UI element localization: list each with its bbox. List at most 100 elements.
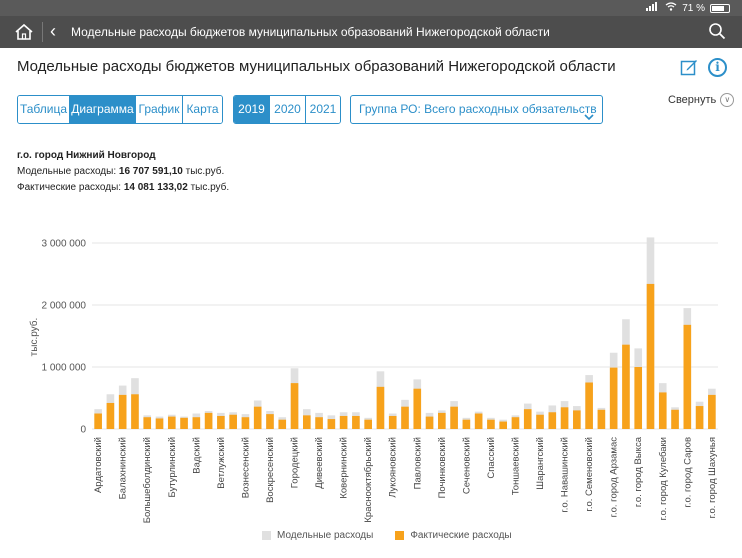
model-expenses-label: Модельные расходы: (17, 166, 117, 177)
x-tick-label: Ковернинский (339, 437, 350, 499)
y-tick-label: 3 000 000 (42, 239, 87, 250)
bar-actual (413, 388, 422, 429)
collapse-toggle[interactable]: Свернуть ∨ (668, 93, 735, 107)
bar-actual (192, 417, 201, 429)
selection-info: г.о. город Нижний Новгород Модельные рас… (17, 148, 229, 196)
model-expenses-value: 16 707 591,10 (118, 166, 183, 177)
x-tick-label: Починковский (437, 437, 448, 498)
bar-actual (695, 406, 704, 429)
tab-diagram[interactable]: Диаграмма (70, 96, 136, 123)
expenses-bar-chart: 0 1 000 000 2 000 000 3 000 000 тыс.руб. Арда… (28, 237, 718, 523)
bar-actual (352, 415, 360, 429)
status-bar: 71 % (0, 0, 742, 16)
year-2020-button[interactable]: 2020 (270, 96, 306, 123)
x-tick-label: г.о. Навашинский (560, 437, 571, 513)
group-select[interactable]: Группа РО: Всего расходных обязательств (350, 95, 603, 124)
nav-title: Модельные расходы бюджетов муниципальных… (71, 25, 550, 39)
wifi-icon (665, 2, 677, 14)
x-tick-label: г.о. город Выкса (633, 436, 644, 507)
page-title: Модельные расходы бюджетов муниципальных… (17, 58, 616, 75)
bar-actual (204, 412, 213, 429)
nav-divider (42, 22, 43, 42)
x-tick-label: г.о. Семеновский (584, 437, 595, 511)
bar-actual (462, 419, 471, 429)
chart-legend: Модельные расходы Фактические расходы (262, 530, 512, 541)
legend-item-model[interactable]: Модельные расходы (262, 530, 373, 541)
legend-label-actual: Фактические расходы (410, 530, 512, 541)
collapse-label: Свернуть (668, 94, 717, 106)
bar-actual (143, 417, 152, 429)
battery-icon (710, 3, 730, 13)
x-tick-label: Шарангский (535, 437, 546, 490)
signal-icon (646, 2, 660, 14)
x-tick-label: Вознесенский (240, 437, 251, 498)
actual-expenses-line: Фактические расходы: 14 081 133,02 тыс.р… (17, 180, 229, 196)
actual-expenses-value: 14 081 133,02 (123, 182, 188, 193)
legend-item-actual[interactable]: Фактические расходы (395, 530, 512, 541)
bar-actual (131, 394, 139, 429)
bar-actual (376, 386, 385, 429)
bar-actual (523, 409, 532, 429)
bar-actual (450, 406, 458, 429)
y-tick-label: 1 000 000 (42, 363, 87, 374)
bar-actual (597, 409, 606, 429)
x-tick-label: Дивеевский (314, 437, 325, 489)
info-icon[interactable]: i (708, 58, 727, 77)
actual-expenses-label: Фактические расходы: (17, 182, 122, 193)
bar-actual (671, 409, 679, 429)
x-tick-label: Ардатовский (93, 437, 104, 493)
bar-actual (94, 413, 102, 429)
bar-actual (266, 414, 274, 429)
back-icon[interactable]: ‹ (50, 21, 56, 41)
model-expenses-line: Модельные расходы: 16 707 591,10 тыс.руб… (17, 164, 229, 180)
y-axis-label: тыс.руб. (28, 318, 40, 357)
bar-actual (401, 406, 409, 429)
bar-actual (560, 407, 569, 429)
home-icon[interactable] (14, 22, 34, 42)
x-tick-label: Тоншаевский (510, 437, 521, 495)
x-tick-label: Вадский (191, 437, 202, 474)
bar-actual (278, 419, 287, 429)
x-tick-label: г.о. город Арзамас (609, 437, 620, 518)
year-2019-button[interactable]: 2019 (234, 96, 270, 123)
bar-actual (438, 412, 446, 429)
search-icon[interactable] (708, 22, 726, 40)
bar-actual (167, 416, 176, 429)
x-tick-label: Ветлужский (216, 437, 227, 489)
x-tick-label: Сеченовский (461, 437, 472, 494)
edit-icon[interactable] (680, 58, 698, 76)
tab-map[interactable]: Карта (183, 96, 222, 123)
bar-actual (511, 417, 520, 429)
x-tick-label: Балахнинский (118, 437, 129, 499)
bar-actual (487, 419, 495, 429)
view-switcher: Таблица Диаграмма График Карта (17, 95, 223, 124)
bar-actual (155, 418, 164, 429)
bar-actual (315, 417, 323, 429)
bar-actual (180, 417, 188, 429)
year-switcher: 2019 2020 2021 (233, 95, 341, 124)
actual-expenses-unit: тыс.руб. (190, 182, 230, 193)
x-tick-label: Бутурлинский (167, 437, 178, 497)
year-2021-button[interactable]: 2021 (306, 96, 340, 123)
bar-actual (683, 324, 692, 429)
bar-actual (290, 383, 299, 429)
legend-label-model: Модельные расходы (277, 530, 374, 541)
tab-graph[interactable]: График (136, 96, 183, 123)
bar-actual (217, 415, 225, 429)
x-tick-label: Краснооктябрьский (363, 437, 374, 523)
bar-actual (364, 419, 372, 429)
chevron-down-icon: ∨ (720, 93, 735, 107)
model-expenses-unit: тыс.руб. (185, 166, 225, 177)
bar-actual (106, 402, 115, 429)
x-tick-label: Большеболдинский (142, 437, 153, 523)
bar-actual (609, 367, 618, 429)
bar-actual (585, 382, 593, 429)
bar-actual (327, 419, 336, 429)
y-tick-label: 2 000 000 (42, 301, 87, 312)
tab-table[interactable]: Таблица (18, 96, 70, 123)
bar-actual (425, 416, 434, 429)
bar-actual (646, 283, 655, 429)
legend-swatch-model (262, 531, 271, 540)
bar-actual (241, 417, 250, 429)
y-tick-label: 0 (80, 425, 86, 436)
